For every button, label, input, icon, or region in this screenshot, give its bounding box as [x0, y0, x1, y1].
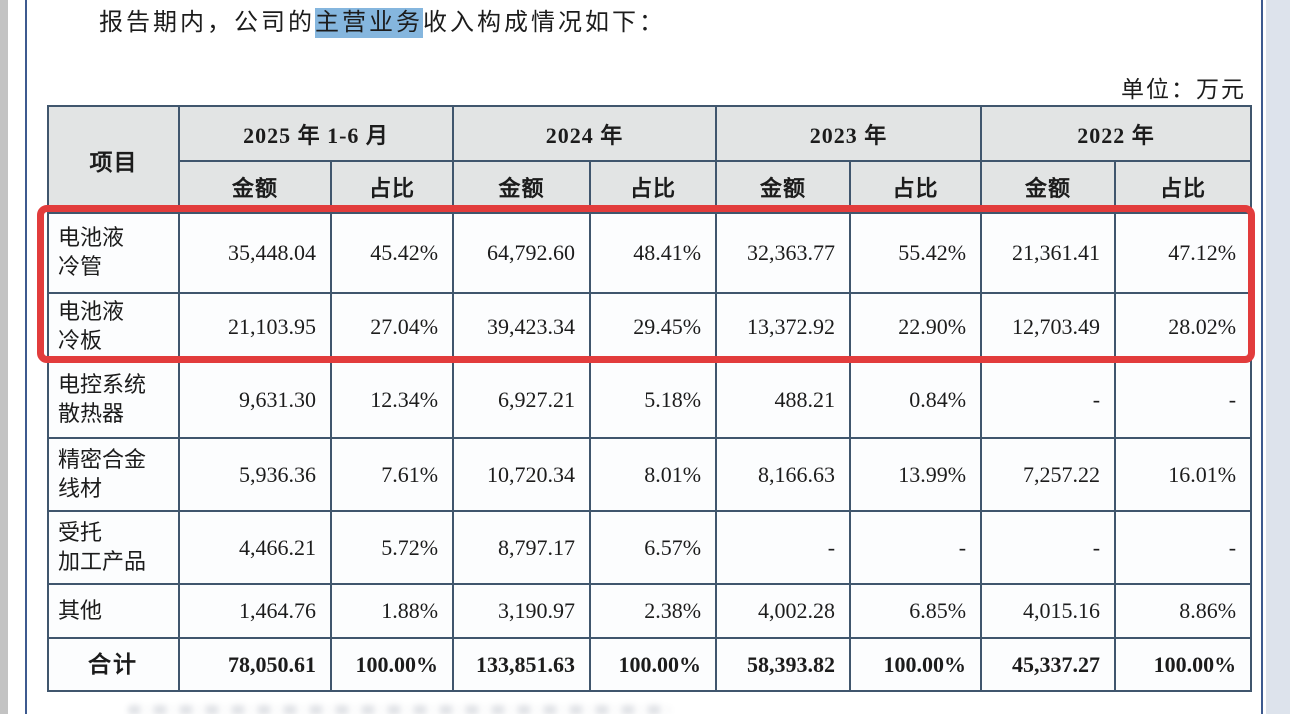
cut-off-text-smudge — [128, 705, 673, 714]
amount-cell: - — [715, 510, 852, 585]
ratio-cell: 6.57% — [589, 510, 718, 585]
ratio-cell: 8.01% — [589, 437, 718, 512]
left-page-rule — [25, 0, 27, 714]
ratio-cell: 100.00% — [1114, 637, 1253, 692]
subheader-row: 金额 占比 金额 占比 金额 占比 金额 占比 — [48, 160, 1253, 214]
ratio-cell: 7.61% — [329, 437, 455, 512]
ratio-cell: 48.41% — [589, 212, 718, 294]
amount-cell: 8,166.63 — [715, 437, 852, 512]
revenue-composition-table: 项目 2025 年 1-6 月 2024 年 2023 年 2022 年 金额 … — [47, 105, 1253, 692]
amount-cell: 4,466.21 — [178, 510, 332, 585]
amount-cell: 5,936.36 — [178, 437, 332, 512]
total-row: 合计 78,050.61 100.00% 133,851.63 100.00% … — [47, 637, 1253, 692]
ratio-cell: 100.00% — [329, 637, 455, 692]
amount-cell: 21,361.41 — [980, 212, 1117, 294]
amount-cell: 3,190.97 — [452, 583, 592, 639]
ratio-cell: 27.04% — [329, 292, 455, 362]
amount-cell: 133,851.63 — [452, 637, 592, 692]
amount-cell: 488.21 — [715, 360, 852, 439]
ratio-cell: 22.90% — [849, 292, 983, 362]
row-label: 其他 — [47, 583, 180, 639]
amount-cell: - — [980, 360, 1117, 439]
ratio-cell: - — [1114, 510, 1253, 585]
amount-header: 金额 — [715, 160, 852, 214]
amount-cell: - — [980, 510, 1117, 585]
amount-header: 金额 — [980, 160, 1117, 214]
amount-cell: 6,927.21 — [452, 360, 592, 439]
ratio-cell: 13.99% — [849, 437, 983, 512]
amount-header: 金额 — [452, 160, 592, 214]
ratio-cell: 47.12% — [1114, 212, 1253, 294]
total-label: 合计 — [47, 637, 180, 692]
ratio-cell: 28.02% — [1114, 292, 1253, 362]
highlighted-term: 主营业务 — [315, 8, 423, 38]
amount-cell: 13,372.92 — [715, 292, 852, 362]
intro-prefix: 报告期内，公司的 — [99, 10, 315, 36]
ratio-cell: - — [849, 510, 983, 585]
amount-cell: 64,792.60 — [452, 212, 592, 294]
ratio-cell: 29.45% — [589, 292, 718, 362]
table-row: 其他 1,464.76 1.88% 3,190.97 2.38% 4,002.2… — [47, 583, 1253, 639]
intro-suffix: 收入构成情况如下： — [423, 10, 666, 36]
ratio-cell: 1.88% — [329, 583, 455, 639]
right-gray-strip — [1266, 0, 1290, 714]
amount-cell: 58,393.82 — [715, 637, 852, 692]
amount-cell: 35,448.04 — [178, 212, 332, 294]
ratio-cell: 12.34% — [329, 360, 455, 439]
amount-cell: 45,337.27 — [980, 637, 1117, 692]
table-row: 电控系统 散热器 9,631.30 12.34% 6,927.21 5.18% … — [47, 360, 1253, 439]
amount-cell: 1,464.76 — [178, 583, 332, 639]
amount-cell: 8,797.17 — [452, 510, 592, 585]
ratio-cell: 5.72% — [329, 510, 455, 585]
period-header-row: 项目 2025 年 1-6 月 2024 年 2023 年 2022 年 — [47, 105, 1253, 214]
amount-cell: 39,423.34 — [452, 292, 592, 362]
period-header-2023: 2023 年 — [715, 105, 983, 162]
right-page-rule — [1261, 0, 1263, 714]
unit-label: 单位：万元 — [1121, 77, 1246, 102]
table-row: 电池液 冷板 21,103.95 27.04% 39,423.34 29.45%… — [47, 292, 1253, 362]
amount-cell: 32,363.77 — [715, 212, 852, 294]
period-header-2024: 2024 年 — [452, 105, 718, 162]
ratio-cell: 6.85% — [849, 583, 983, 639]
row-label: 电池液 冷管 — [47, 212, 180, 294]
ratio-header: 占比 — [849, 160, 983, 214]
row-label: 电控系统 散热器 — [47, 360, 180, 439]
table-row: 受托 加工产品 4,466.21 5.72% 8,797.17 6.57% - … — [47, 510, 1253, 585]
amount-header: 金额 — [178, 160, 332, 214]
ratio-cell: 55.42% — [849, 212, 983, 294]
ratio-cell: 5.18% — [589, 360, 718, 439]
ratio-header: 占比 — [589, 160, 718, 214]
period-header-2025: 2025 年 1-6 月 — [177, 105, 455, 162]
amount-cell: 21,103.95 — [178, 292, 332, 362]
table-row: 电池液 冷管 35,448.04 45.42% 64,792.60 48.41%… — [47, 212, 1253, 294]
amount-cell: 4,015.16 — [980, 583, 1117, 639]
period-header-2022: 2022 年 — [980, 105, 1253, 162]
amount-cell: 78,050.61 — [178, 637, 332, 692]
ratio-cell: 100.00% — [589, 637, 718, 692]
amount-cell: 10,720.34 — [452, 437, 592, 512]
ratio-cell: 100.00% — [849, 637, 983, 692]
amount-cell: 4,002.28 — [715, 583, 852, 639]
left-gray-strip — [0, 0, 8, 714]
amount-cell: 7,257.22 — [980, 437, 1117, 512]
table-row: 精密合金 线材 5,936.36 7.61% 10,720.34 8.01% 8… — [47, 437, 1253, 512]
amount-cell: 9,631.30 — [178, 360, 332, 439]
intro-sentence: 报告期内，公司的主营业务收入构成情况如下： — [99, 2, 666, 38]
row-label: 受托 加工产品 — [47, 510, 180, 585]
ratio-header: 占比 — [1114, 160, 1253, 214]
row-label: 精密合金 线材 — [47, 437, 180, 512]
ratio-header: 占比 — [329, 160, 455, 214]
corner-header-cell: 项目 — [47, 105, 180, 214]
ratio-cell: 2.38% — [589, 583, 718, 639]
ratio-cell: 8.86% — [1114, 583, 1253, 639]
amount-cell: 12,703.49 — [980, 292, 1117, 362]
ratio-cell: 45.42% — [329, 212, 455, 294]
ratio-cell: 16.01% — [1114, 437, 1253, 512]
ratio-cell: 0.84% — [849, 360, 983, 439]
ratio-cell: - — [1114, 360, 1253, 439]
row-label: 电池液 冷板 — [47, 292, 180, 362]
